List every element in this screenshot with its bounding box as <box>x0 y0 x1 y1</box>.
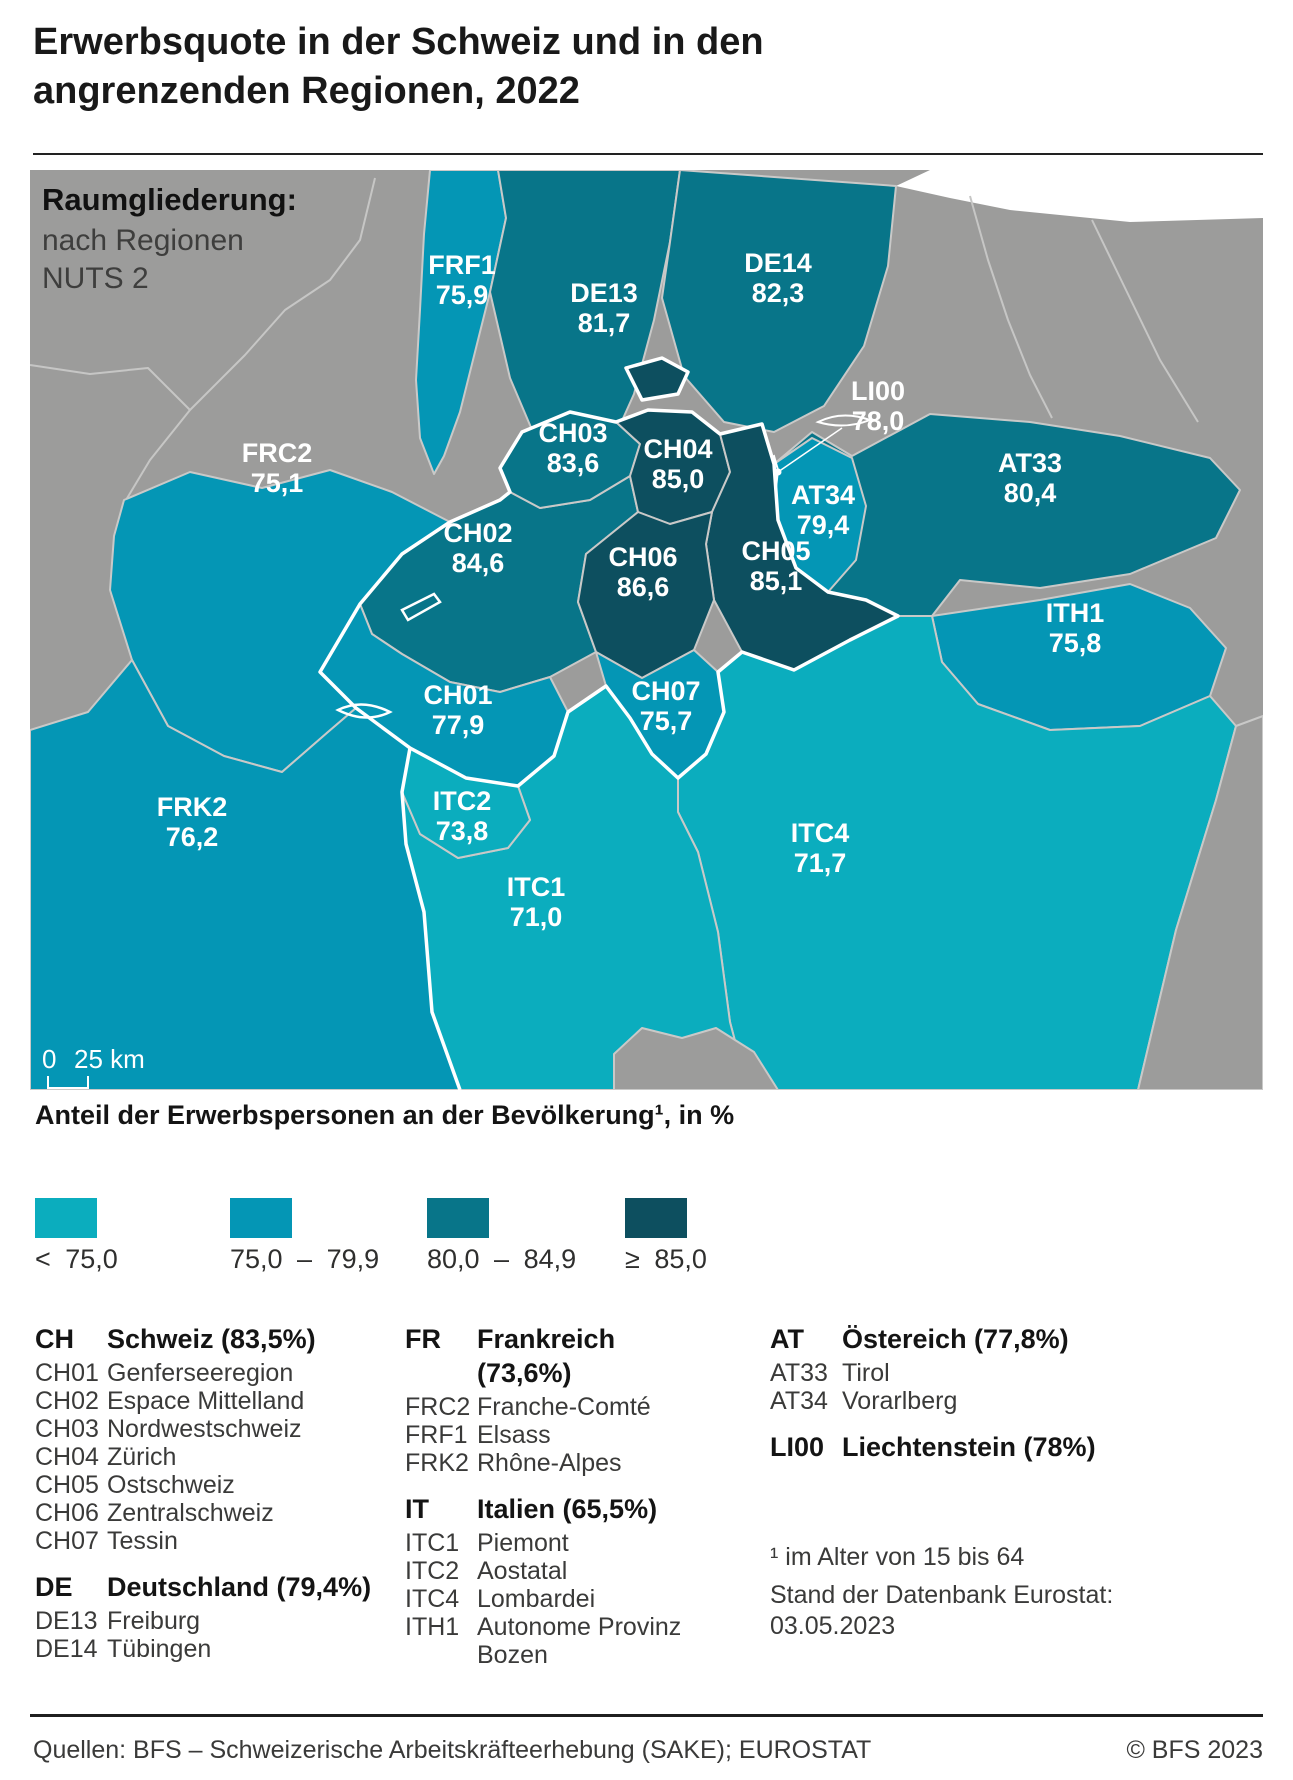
label-CH05: CH05 85,1 <box>741 536 810 596</box>
label-DE14: DE14 82,3 <box>744 248 812 308</box>
label-ITC4: ITC4 71,7 <box>791 818 850 878</box>
label-CH03: CH03 83,6 <box>538 418 607 478</box>
gray-border-bavaria-2 <box>1091 219 1199 423</box>
sources-text: Quellen: BFS – Schweizerische Arbeitskrä… <box>33 1736 872 1764</box>
list-item: AT34 Vorarlberg <box>770 1387 958 1415</box>
label-ITC1: ITC1 71,0 <box>507 872 566 932</box>
legend-label-1: < 75,0 <box>35 1244 118 1274</box>
list-item: CH04 Zürich <box>35 1443 177 1471</box>
label-AT33: AT33 80,4 <box>998 448 1062 508</box>
swiss-exclave-border <box>624 356 690 402</box>
footer: Quellen: BFS – Schweizerische Arbeitskrä… <box>33 1736 1263 1765</box>
scale-zero: 0 <box>42 1044 56 1074</box>
legend-swatch-2 <box>230 1198 292 1238</box>
group-header-ch: CH Schweiz (83,5%) <box>35 1324 316 1354</box>
list-item: CH06 Zentralschweiz <box>35 1499 274 1527</box>
label-ITC2: ITC2 73,8 <box>433 786 492 846</box>
choropleth-map: Raumgliederung: nach Regionen NUTS 2 FRF… <box>29 169 1264 1091</box>
list-item: FRF1 Elsass <box>405 1421 551 1449</box>
group-header-fr: FR Frankreich (73,6%) <box>405 1324 616 1388</box>
footer-divider <box>30 1714 1263 1717</box>
page-title: Erwerbsquote in der Schweiz und in den a… <box>33 21 764 113</box>
lake-constance <box>815 414 873 427</box>
legend-swatch-4 <box>625 1198 687 1238</box>
country-column-2: FR Frankreich (73,6%) FRC2 Franche-Comté F… <box>405 1322 705 1669</box>
group-header-it: IT Italien (65,5%) <box>405 1494 658 1524</box>
list-item: CH02 Espace Mittelland <box>35 1387 305 1415</box>
list-item: DE14 Tübingen <box>35 1635 212 1663</box>
region-DE14 <box>661 169 897 433</box>
country-column-1: CH Schweiz (83,5%) CH01 Genferseeregion CH… <box>35 1322 400 1663</box>
legend-swatch-1 <box>35 1198 97 1238</box>
list-item: CH07 Tessin <box>35 1527 178 1555</box>
footnote: ¹ im Alter von 15 bis 64 <box>770 1543 1025 1571</box>
group-header-at: AT Östereich (77,8%) <box>770 1324 1069 1354</box>
legend-label-3: 80,0 – 84,9 <box>427 1244 577 1274</box>
li00-leader-dot <box>774 468 782 476</box>
label-CH01: CH01 77,9 <box>423 680 492 740</box>
list-item: CH03 Nordwestschweiz <box>35 1415 302 1443</box>
gray-border-france <box>125 177 376 501</box>
legend-swatch-3 <box>427 1198 489 1238</box>
legend-title: Anteil der Erwerbspersonen an der Bevölk… <box>35 1100 735 1130</box>
label-CH06: CH06 86,6 <box>608 542 677 602</box>
gray-border-bavaria <box>969 195 1053 419</box>
notes-block: ¹ im Alter von 15 bis 64 Stand der Daten… <box>770 1542 1170 1642</box>
list-item: FRC2 Franche-Comté <box>405 1393 651 1421</box>
france-italy-border <box>400 747 462 1091</box>
label-FRF1: FRF1 75,9 <box>428 250 496 310</box>
label-CH07: CH07 75,7 <box>631 676 700 736</box>
title-divider <box>33 153 1263 155</box>
list-item: AT33 Tirol <box>770 1359 890 1387</box>
list-item: ITC4 Lombardei <box>405 1585 596 1613</box>
label-AT34: AT34 79,4 <box>791 480 855 540</box>
copyright-text: © BFS 2023 <box>1126 1736 1263 1764</box>
map-note: Raumgliederung: nach Regionen NUTS 2 <box>42 182 301 295</box>
map-empty-corner <box>896 170 1263 222</box>
list-item: CH05 Ostschweiz <box>35 1471 235 1499</box>
label-FRC2: FRC2 75,1 <box>242 438 313 498</box>
group-header-de: DE Deutschland (79,4%) <box>35 1572 372 1602</box>
li00-leader-line <box>777 427 843 473</box>
legend-label-4: ≥ 85,0 <box>625 1244 707 1274</box>
label-LI00: LI00 78,0 <box>851 376 905 436</box>
list-item: ITH1 Autonome Provinz Bozen <box>405 1613 682 1669</box>
label-ITH1: ITH1 75,8 <box>1046 598 1105 658</box>
list-item: CH01 Genferseeregion <box>35 1359 294 1387</box>
swiss-national-border <box>318 408 900 788</box>
label-FRK2: FRK2 76,2 <box>157 792 228 852</box>
legend-label-2: 75,0 – 79,9 <box>230 1244 380 1274</box>
scale-bar <box>47 1076 89 1089</box>
label-CH04: CH04 85,0 <box>643 434 712 494</box>
list-item: ITC2 Aostatal <box>405 1557 568 1585</box>
country-column-3: AT Östereich (77,8%) AT33 Tirol AT34 Vorarl… <box>770 1322 1270 1467</box>
list-item: FRK2 Rhône-Alpes <box>405 1449 622 1477</box>
label-DE13: DE13 81,7 <box>570 278 638 338</box>
list-item: DE13 Freiburg <box>35 1607 201 1635</box>
group-header-li: LI00 Liechtenstein (78%) <box>770 1432 1096 1462</box>
gray-border-france-2 <box>29 364 191 411</box>
list-item: ITC1 Piemont <box>405 1529 569 1557</box>
scale-label: 25 km <box>74 1044 145 1074</box>
database-status: Stand der Datenbank Eurostat: 03.05.2023 <box>770 1581 1114 1640</box>
lake-neuchatel <box>400 592 442 622</box>
label-CH02: CH02 84,6 <box>443 518 512 578</box>
